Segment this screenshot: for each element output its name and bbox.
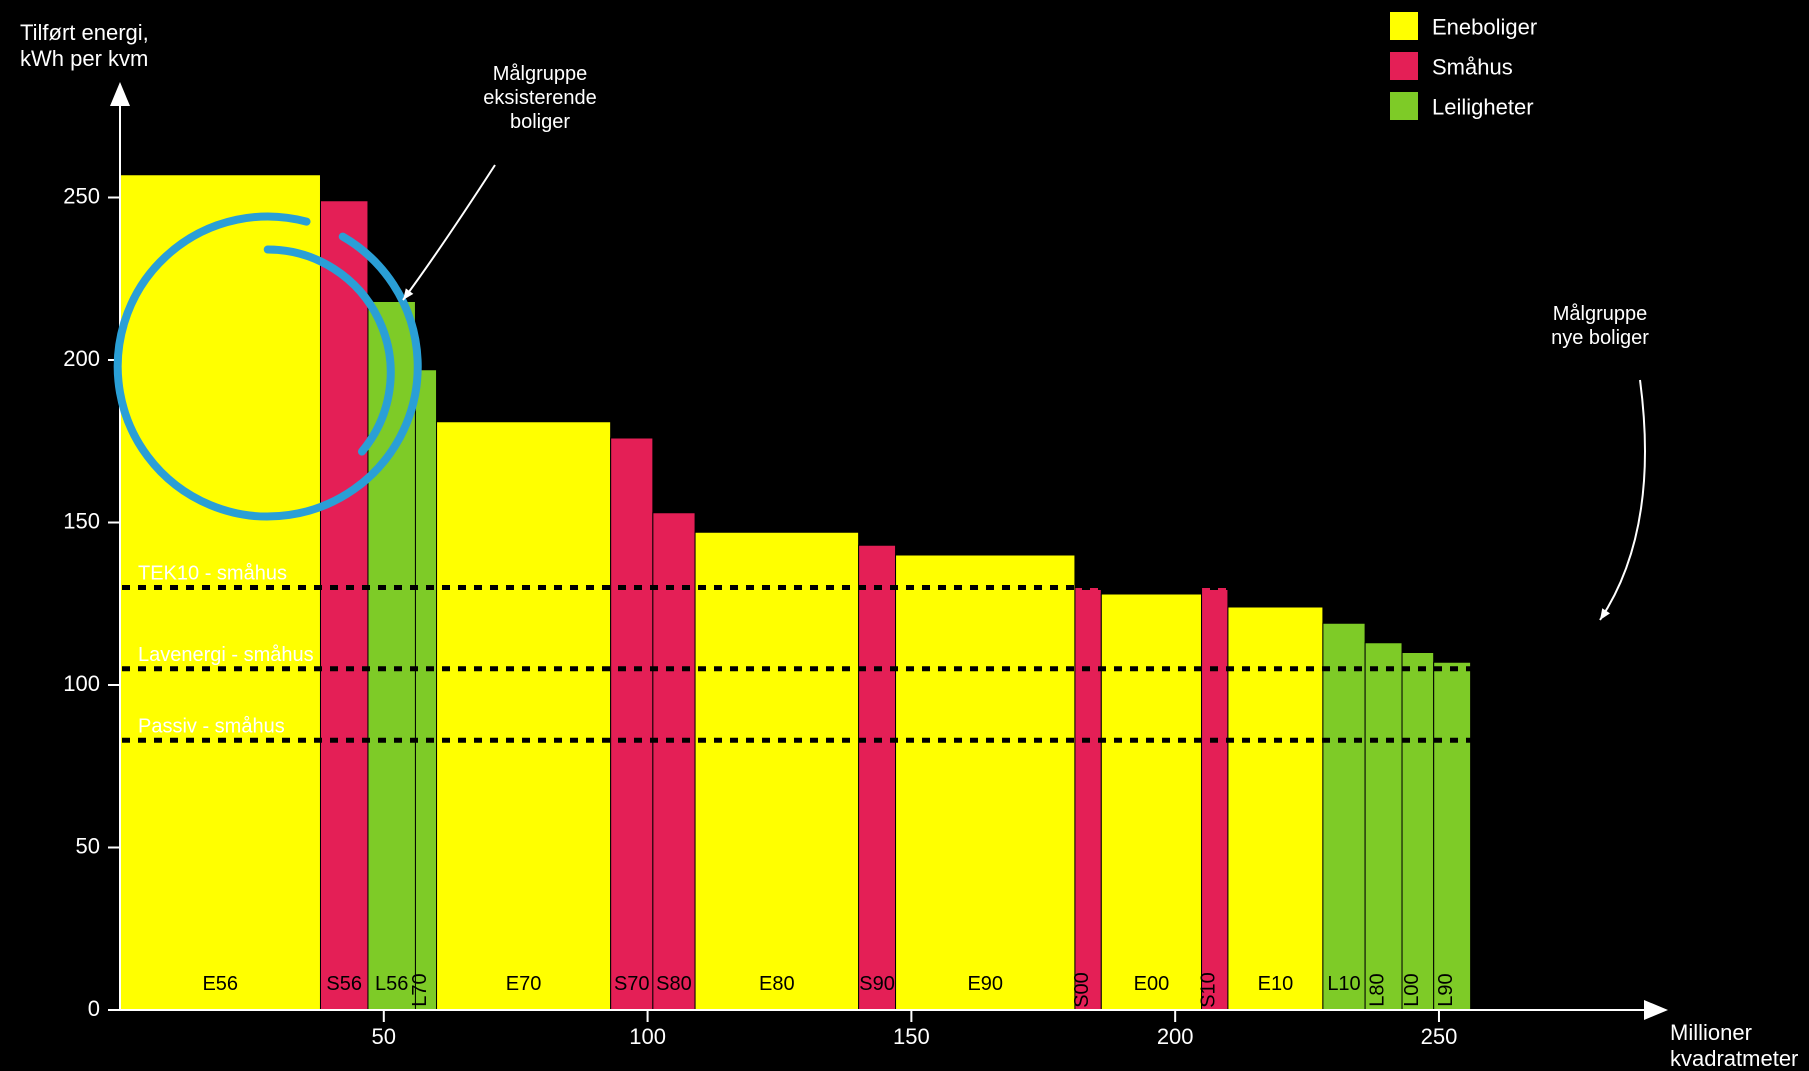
y-tick: 0 bbox=[88, 996, 120, 1021]
annotation-arrow-right bbox=[1600, 380, 1645, 620]
x-tick: 100 bbox=[629, 1010, 666, 1049]
y-tick: 50 bbox=[76, 833, 120, 858]
bar-E90: E90 bbox=[896, 555, 1075, 1010]
x-tick-label: 100 bbox=[629, 1024, 666, 1049]
x-tick: 250 bbox=[1421, 1010, 1458, 1049]
legend-label: Småhus bbox=[1432, 54, 1513, 79]
y-tick: 250 bbox=[63, 183, 120, 208]
bar-label: S90 bbox=[859, 973, 895, 995]
annotation-text: eksisterende bbox=[483, 87, 596, 109]
x-tick: 50 bbox=[372, 1010, 396, 1049]
bar-L80: L80 bbox=[1365, 643, 1402, 1010]
y-tick: 100 bbox=[63, 671, 120, 696]
annotation-arrow-left bbox=[403, 165, 495, 300]
bar-label: L80 bbox=[1367, 973, 1389, 1006]
legend-swatch bbox=[1390, 52, 1418, 80]
y-tick-label: 100 bbox=[63, 671, 100, 696]
bar-label: L56 bbox=[375, 973, 408, 995]
y-axis-title-2: kWh per kvm bbox=[20, 46, 148, 71]
annotation-existing: Målgruppeeksisterendeboliger bbox=[403, 63, 597, 300]
ref-line-label: Passiv - småhus bbox=[138, 715, 285, 737]
x-tick: 150 bbox=[893, 1010, 930, 1049]
bar-label: S00 bbox=[1071, 972, 1093, 1008]
bar-E56: E56 bbox=[120, 175, 320, 1010]
bar-label: E56 bbox=[202, 973, 238, 995]
annotation-text: boliger bbox=[510, 111, 570, 133]
bar-label: E90 bbox=[967, 973, 1003, 995]
bar-label: L70 bbox=[409, 973, 431, 1006]
x-tick-label: 250 bbox=[1421, 1024, 1458, 1049]
bar-label: S70 bbox=[614, 973, 650, 995]
ref-line-label: TEK10 - småhus bbox=[138, 563, 287, 585]
bar-label: E70 bbox=[506, 973, 542, 995]
y-axis-title-1: Tilført energi, bbox=[20, 20, 149, 45]
annotation-text: Målgruppe bbox=[493, 63, 588, 85]
bar-label: E00 bbox=[1134, 973, 1170, 995]
bar-label: S10 bbox=[1198, 972, 1220, 1008]
x-axis-title-1: Millioner bbox=[1670, 1020, 1752, 1045]
legend: Eneboliger Småhus Leiligheter bbox=[1390, 12, 1537, 120]
chart-container: E56 S56 L56L70 E70 S70 S80 E80 S90 E90 S00 E00 S10 E… bbox=[0, 0, 1809, 1071]
bar-label: L00 bbox=[1401, 973, 1423, 1006]
bar-L90: L90 bbox=[1434, 662, 1471, 1010]
ref-line-label: Lavenergi - småhus bbox=[138, 644, 314, 666]
x-tick-label: 150 bbox=[893, 1024, 930, 1049]
bar-label: E10 bbox=[1258, 973, 1294, 995]
chart-svg: E56 S56 L56L70 E70 S70 S80 E80 S90 E90 S00 E00 S10 E… bbox=[0, 0, 1809, 1071]
bar-label: L10 bbox=[1327, 973, 1360, 995]
annotation-new: Målgruppenye boliger bbox=[1551, 303, 1649, 620]
y-tick-label: 200 bbox=[63, 346, 100, 371]
bar-label: L90 bbox=[1435, 973, 1457, 1006]
bars-group: E56 S56 L56L70 E70 S70 S80 E80 S90 E90 S00 E00 S10 E… bbox=[120, 175, 1471, 1010]
annotation-text: Målgruppe bbox=[1553, 303, 1648, 325]
legend-label: Eneboliger bbox=[1432, 14, 1537, 39]
bar-S10: S10 bbox=[1198, 588, 1228, 1011]
bar-S70: S70 bbox=[611, 438, 653, 1010]
legend-swatch bbox=[1390, 92, 1418, 120]
y-tick: 150 bbox=[63, 508, 120, 533]
y-tick-label: 150 bbox=[63, 508, 100, 533]
bar-S56: S56 bbox=[320, 201, 367, 1010]
legend-label: Leiligheter bbox=[1432, 94, 1534, 119]
y-tick-label: 250 bbox=[63, 183, 100, 208]
x-tick-label: 50 bbox=[372, 1024, 396, 1049]
bar-L00: L00 bbox=[1401, 653, 1434, 1011]
bar-label: S56 bbox=[326, 973, 362, 995]
y-tick-label: 0 bbox=[88, 996, 100, 1021]
bar-E80: E80 bbox=[695, 532, 859, 1010]
bar-label: S80 bbox=[656, 973, 692, 995]
legend-swatch bbox=[1390, 12, 1418, 40]
bar-S90: S90 bbox=[859, 545, 896, 1010]
x-axis-title-2: kvadratmeter bbox=[1670, 1046, 1798, 1071]
bar-label: E80 bbox=[759, 973, 795, 995]
bar-S00: S00 bbox=[1071, 588, 1101, 1011]
x-tick-label: 200 bbox=[1157, 1024, 1194, 1049]
bar-L10: L10 bbox=[1323, 623, 1365, 1010]
bar-E00: E00 bbox=[1101, 594, 1201, 1010]
y-tick: 200 bbox=[63, 346, 120, 371]
annotation-text: nye boliger bbox=[1551, 327, 1649, 349]
y-tick-label: 50 bbox=[76, 833, 100, 858]
bar-E70: E70 bbox=[437, 422, 611, 1010]
x-tick: 200 bbox=[1157, 1010, 1194, 1049]
